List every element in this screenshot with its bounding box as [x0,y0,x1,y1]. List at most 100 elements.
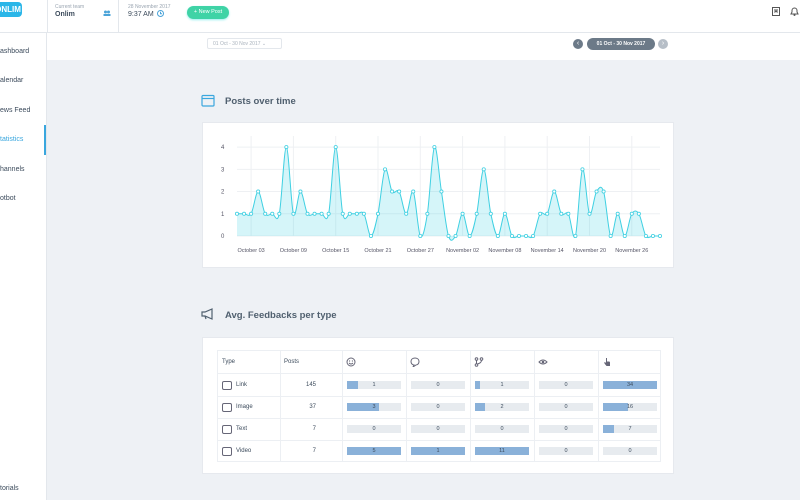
bar-label: 0 [564,426,568,432]
nav-item[interactable]: otbot [0,195,16,202]
point [312,211,317,216]
point [502,211,507,216]
nav-item[interactable]: hannels [0,166,25,173]
bar-track [539,381,593,389]
nav-item[interactable]: torials [0,485,19,492]
bar [347,447,401,455]
bar-label: 0 [564,448,568,454]
filter-bar: 01 Oct - 30 Nov 2017 ⌄ ‹ 01 Oct - 30 Nov… [47,33,800,60]
bar [475,381,480,389]
point [368,234,373,239]
point [383,167,388,172]
new-post-button[interactable]: + New Post [187,6,229,19]
share-icon[interactable] [474,357,484,367]
bar-track [411,381,465,389]
nav-item[interactable]: ashboard [0,48,30,55]
point [580,167,585,172]
y-tick-label: 2 [221,190,225,196]
point [460,211,465,216]
section-title: Avg. Feedbacks per type [225,310,337,321]
point [481,167,486,172]
point [622,234,627,239]
point [495,234,500,239]
x-tick-label: October 27 [407,248,434,254]
bar-track [475,403,529,411]
date-picker[interactable]: 01 Oct - 30 Nov 2017 ⌄ [207,38,282,49]
bar-label: 0 [628,448,632,454]
click-icon[interactable] [602,357,612,367]
point [411,189,416,194]
type-label: Link [236,382,248,388]
bar-track [475,425,529,433]
chart-card: 0 1 2 3 4 October 03 October 09 October 15 Octob… [202,122,674,268]
bar-track [539,447,593,455]
calendar-icon[interactable] [772,7,780,16]
point [256,189,261,194]
feedback-table: Type Posts Link 145 1 0 1 0 34 Image 37 3 0 2 0 16 Tex… [217,350,661,462]
type-label: Text [236,426,248,432]
point [531,234,536,239]
smiley-icon[interactable] [346,357,356,367]
y-tick-label: 1 [221,212,225,218]
bar [475,447,529,455]
point [298,189,303,194]
bar-track [539,425,593,433]
x-tick-label: November 08 [488,248,521,254]
bar-label: 0 [564,382,568,388]
row-line [218,440,660,441]
row-line [218,418,660,419]
point [615,211,620,216]
point [446,234,451,239]
point [284,145,289,150]
team-label: Current team [55,4,85,10]
point [390,189,395,194]
column-header[interactable]: Type [222,359,236,365]
type-label: Image [236,404,253,410]
column-header[interactable]: Posts [284,359,300,365]
notification-icon[interactable] [790,7,799,16]
current-range[interactable]: 01 Oct - 30 Nov 2017 [587,38,655,50]
bar [603,381,657,389]
comment-icon[interactable] [410,357,420,367]
point [432,145,437,150]
bar [411,447,465,455]
y-tick-label: 4 [221,145,225,151]
point [566,211,571,216]
point [643,234,648,239]
nav-item-active[interactable]: tatistics [0,136,24,143]
next-button[interactable]: › [658,39,668,49]
point [509,234,514,239]
point [587,211,592,216]
nav-item[interactable]: ews Feed [0,107,31,114]
bar-label: 0 [372,426,376,432]
x-tick-label: November 20 [573,248,606,254]
divider [47,0,48,32]
point [291,211,296,216]
point [249,211,254,216]
top-bar: ONLIM Current team Onlim 28 November 201… [0,0,800,33]
bar-label: 7 [628,426,632,432]
team-name[interactable]: Onlim [55,11,75,18]
point [404,211,409,216]
point [573,234,578,239]
date-picker-text: 01 Oct - 30 Nov 2017 [213,41,261,47]
point [552,189,557,194]
point [319,211,324,216]
point [263,211,268,216]
point [524,234,529,239]
bar [347,403,380,411]
point [425,211,430,216]
bar [603,403,629,411]
point [650,234,655,239]
logo[interactable]: ONLIM [0,2,22,17]
posts: 37 [309,404,316,410]
point [594,189,599,194]
bar [603,425,615,433]
column-line [470,351,471,461]
column-line [534,351,535,461]
prev-button[interactable]: ‹ [573,39,583,49]
nav-item[interactable]: alendar [0,77,24,84]
x-tick-label: October 03 [237,248,264,254]
bar-track [603,425,657,433]
views-icon[interactable] [538,357,548,367]
